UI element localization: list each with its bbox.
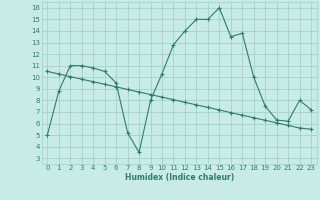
X-axis label: Humidex (Indice chaleur): Humidex (Indice chaleur) bbox=[124, 173, 234, 182]
